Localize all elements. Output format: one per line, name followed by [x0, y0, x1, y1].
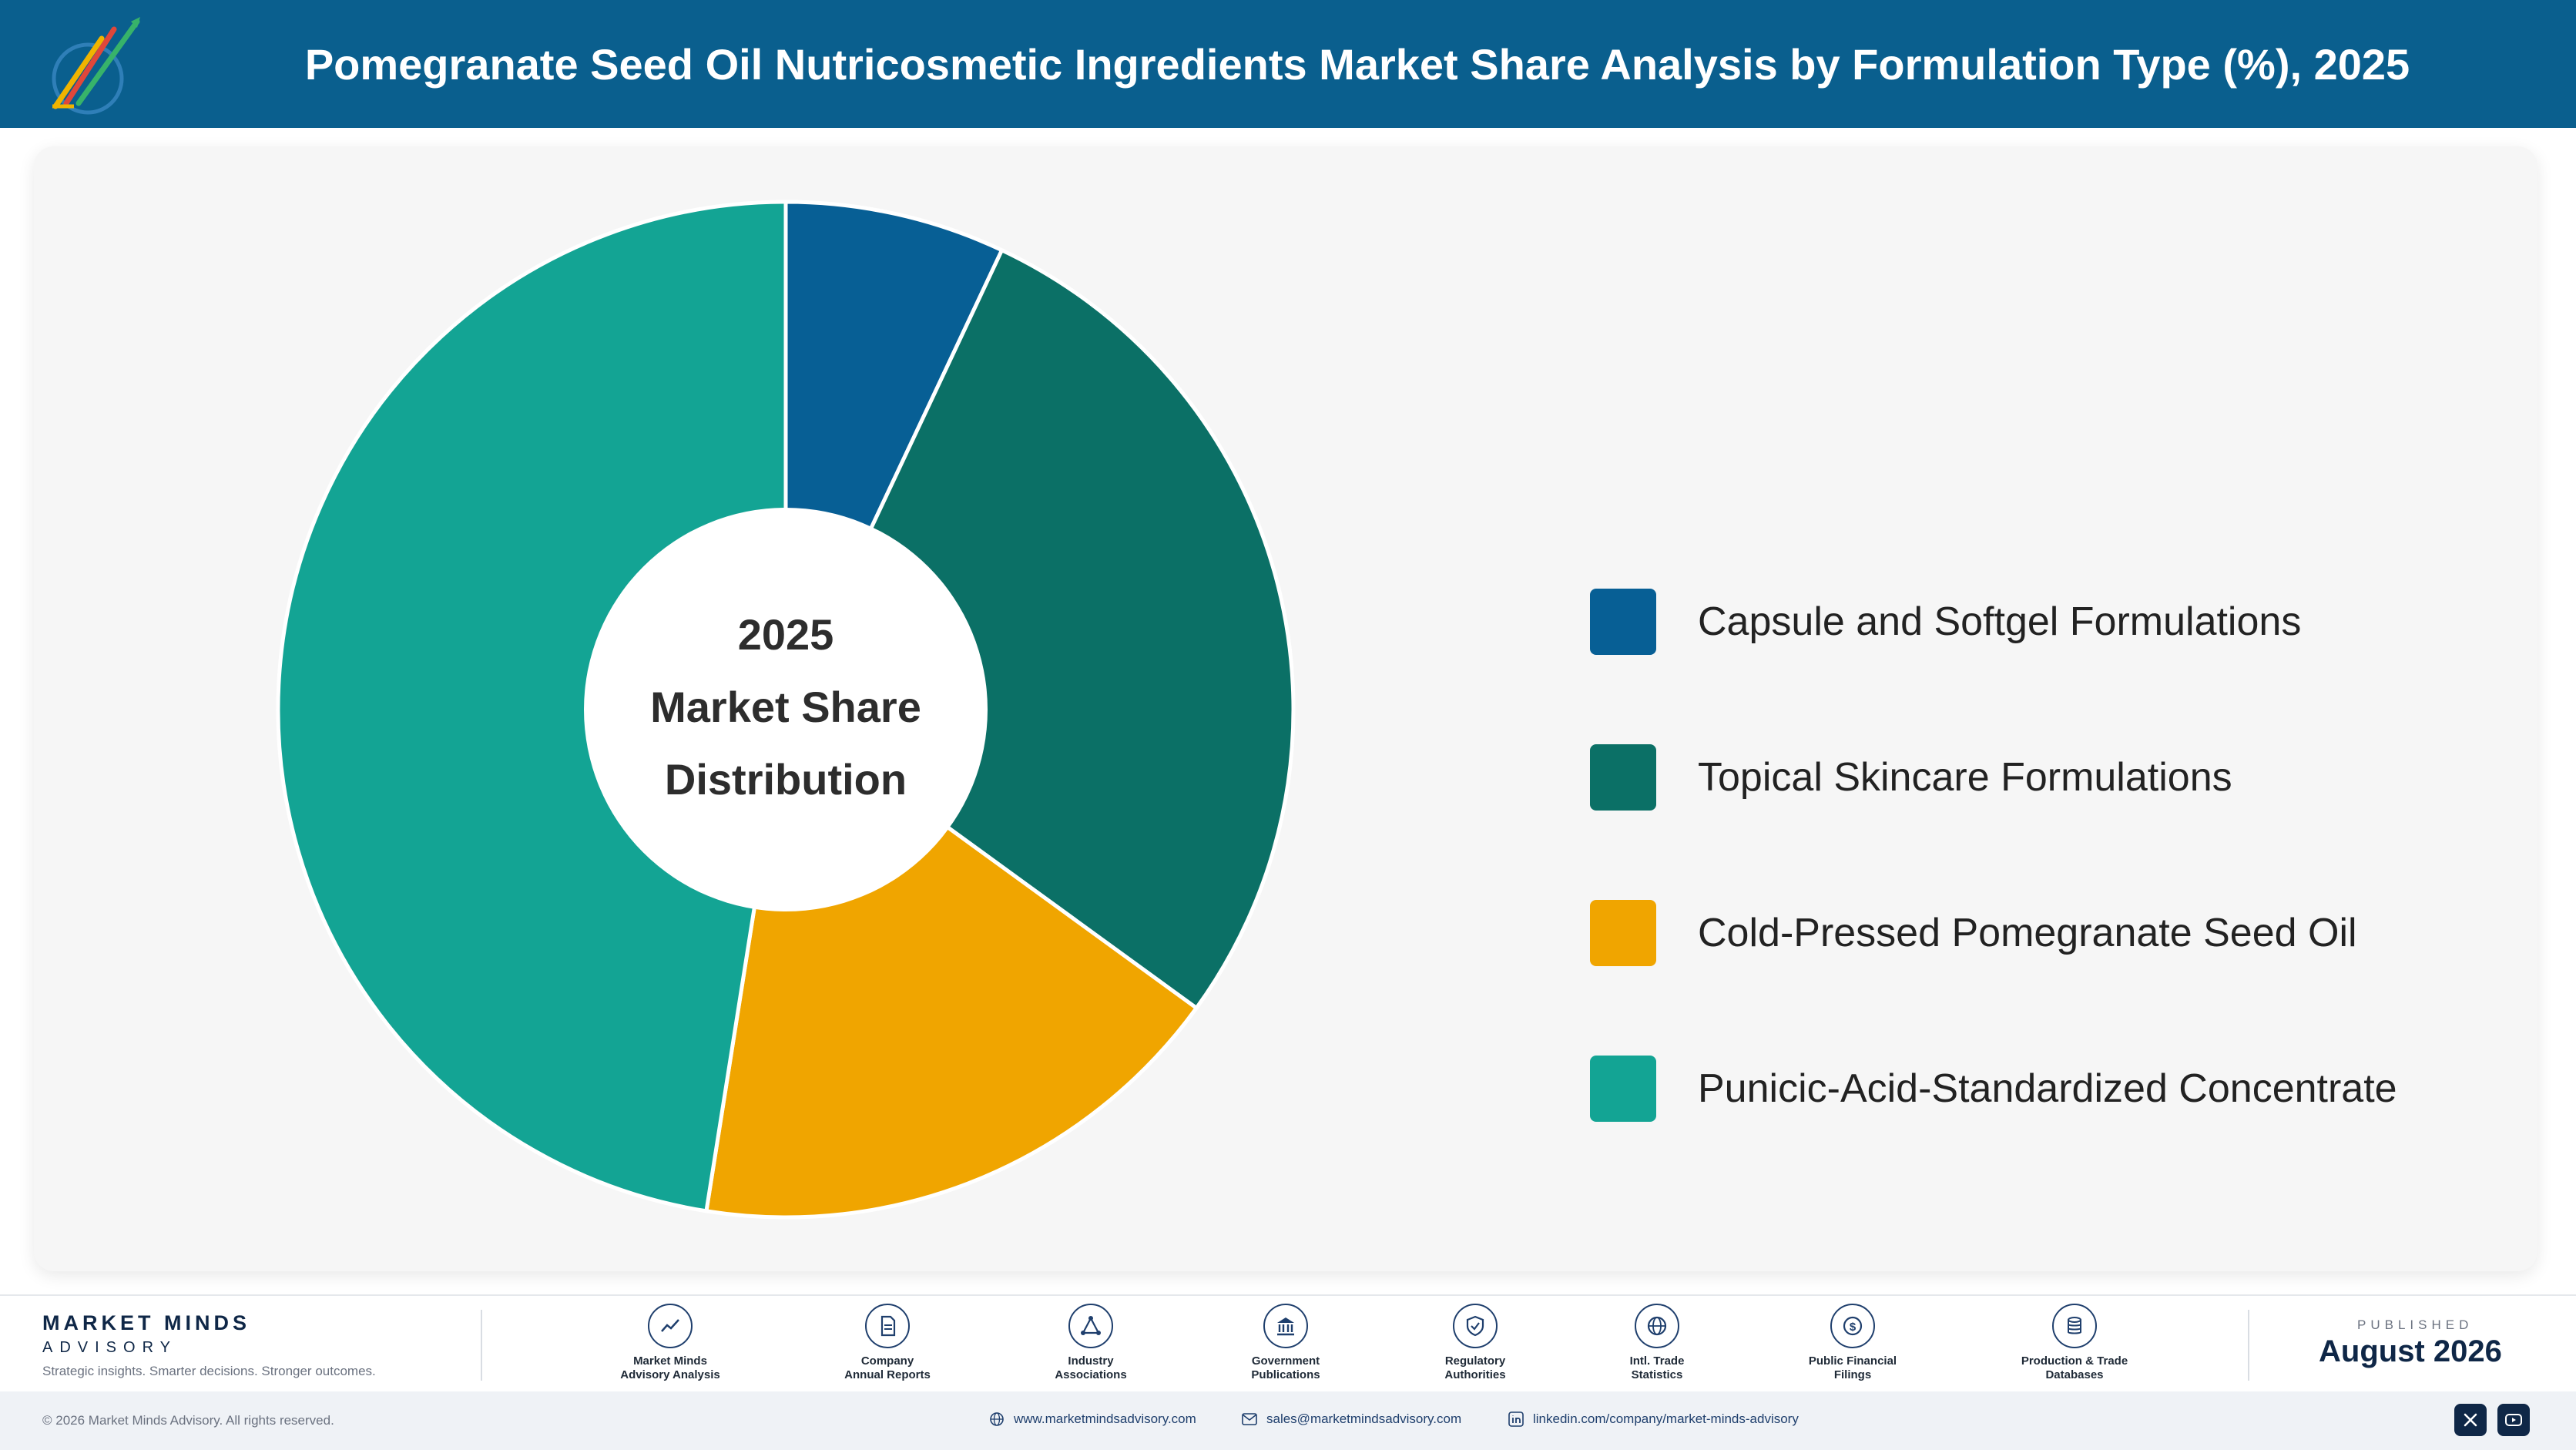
source-label-line1: Company	[860, 1354, 914, 1368]
legend-label: Capsule and Softgel Formulations	[1698, 599, 2302, 644]
legend-item-capsule: Capsule and Softgel Formulations	[1590, 589, 2301, 655]
globe-icon	[1635, 1304, 1679, 1348]
source-label-line2: Annual Reports	[844, 1368, 931, 1381]
legend-swatch	[1590, 589, 1656, 655]
shield-check-icon	[1453, 1304, 1498, 1348]
network-icon	[1068, 1304, 1113, 1348]
center-text-line3: Distribution	[665, 755, 907, 804]
footer-contact-bar: © 2026 Market Minds Advisory. All rights…	[0, 1391, 2576, 1450]
source-item: Market Minds Advisory Analysis	[578, 1304, 763, 1382]
source-label-line2: Databases	[2045, 1368, 2104, 1381]
email-text[interactable]: sales@marketmindsadvisory.com	[1266, 1411, 1462, 1426]
legend-label: Cold-Pressed Pomegranate Seed Oil	[1698, 911, 2357, 955]
linkedin-icon	[1508, 1411, 1524, 1427]
source-label-line2: Authorities	[1444, 1368, 1506, 1381]
government-building-icon	[1263, 1304, 1308, 1348]
website-text[interactable]: www.marketmindsadvisory.com	[1014, 1411, 1196, 1426]
source-label-line1: Regulatory	[1444, 1354, 1506, 1368]
database-icon	[2052, 1304, 2097, 1348]
source-label-line2: Associations	[1055, 1368, 1127, 1381]
center-text-line2: Market Share	[650, 683, 921, 731]
source-item: Regulatory Authorities	[1383, 1304, 1568, 1382]
source-label-line2: Advisory Analysis	[620, 1368, 720, 1381]
source-item: Production & Trade Databases	[1982, 1304, 2167, 1382]
legend-label: Topical Skincare Formulations	[1698, 755, 2232, 800]
footer-sources-bar: MARKET MINDS ADVISORY Strategic insights…	[0, 1294, 2576, 1391]
dollar-coin-icon: $	[1830, 1304, 1875, 1348]
divider	[2248, 1310, 2249, 1381]
mail-icon	[1242, 1413, 1257, 1425]
chart-card: 2025 Market Share Distribution Capsule a…	[34, 146, 2537, 1271]
header-bar: Pomegranate Seed Oil Nutricosmetic Ingre…	[0, 0, 2576, 128]
slice-punicic-acid	[276, 200, 788, 1213]
source-label-line2: Publications	[1251, 1368, 1320, 1381]
linkedin-text[interactable]: linkedin.com/company/market-minds-adviso…	[1533, 1411, 1799, 1426]
published-date: August 2026	[2319, 1334, 2502, 1368]
legend-swatch	[1590, 1056, 1656, 1122]
market-minds-logo	[52, 17, 140, 115]
published-label: PUBLISHED	[2357, 1317, 2474, 1332]
source-label-line2: Filings	[1833, 1368, 1872, 1381]
brand-name: MARKET MINDS	[42, 1311, 250, 1334]
center-text-year: 2025	[738, 610, 834, 659]
source-label-line1: Government	[1251, 1354, 1320, 1368]
source-label-line1: Market Minds	[633, 1354, 707, 1368]
source-item: $ Public Financial Filings	[1760, 1304, 1945, 1382]
donut-hole	[584, 508, 988, 911]
trend-line-icon	[648, 1304, 693, 1348]
source-label-line1: Public Financial	[1808, 1354, 1897, 1368]
source-item: Company Annual Reports	[795, 1304, 980, 1382]
source-item: Industry Associations	[998, 1304, 1183, 1382]
legend-swatch	[1590, 900, 1656, 966]
legend-item-cold-pressed: Cold-Pressed Pomegranate Seed Oil	[1590, 900, 2357, 966]
legend-item-punicic-acid: Punicic-Acid-Standardized Concentrate	[1590, 1056, 2397, 1122]
legend-label: Punicic-Acid-Standardized Concentrate	[1698, 1066, 2397, 1111]
linkedin-link[interactable]: linkedin.com/company/market-minds-adviso…	[1508, 1411, 1799, 1427]
brand-subtitle: ADVISORY	[42, 1339, 177, 1356]
source-label-line1: Production & Trade	[2021, 1354, 2128, 1368]
website-link[interactable]: www.marketmindsadvisory.com	[989, 1411, 1196, 1427]
email-link[interactable]: sales@marketmindsadvisory.com	[1242, 1411, 1461, 1427]
document-icon	[865, 1304, 910, 1348]
slice-topical-skincare	[783, 247, 1296, 1011]
donut-chart: 2025 Market Share Distribution	[276, 200, 1296, 1220]
source-label-line1: Intl. Trade	[1629, 1354, 1685, 1368]
page-title: Pomegranate Seed Oil Nutricosmetic Ingre…	[304, 39, 2410, 89]
legend-item-topical: Topical Skincare Formulations	[1590, 744, 2232, 811]
copyright-text: © 2026 Market Minds Advisory. All rights…	[42, 1413, 334, 1428]
source-item: Government Publications	[1193, 1304, 1378, 1382]
source-item: Intl. Trade Statistics	[1565, 1304, 1749, 1382]
brand-tagline: Strategic insights. Smarter decisions. S…	[42, 1364, 376, 1378]
svg-text:$: $	[1850, 1321, 1857, 1334]
globe-icon	[990, 1412, 1004, 1426]
x-twitter-icon[interactable]	[2454, 1404, 2487, 1436]
divider	[481, 1310, 482, 1381]
legend-swatch	[1590, 744, 1656, 811]
source-label-line1: Industry	[1068, 1354, 1114, 1368]
youtube-icon[interactable]	[2497, 1404, 2530, 1436]
source-label-line2: Statistics	[1631, 1368, 1683, 1381]
